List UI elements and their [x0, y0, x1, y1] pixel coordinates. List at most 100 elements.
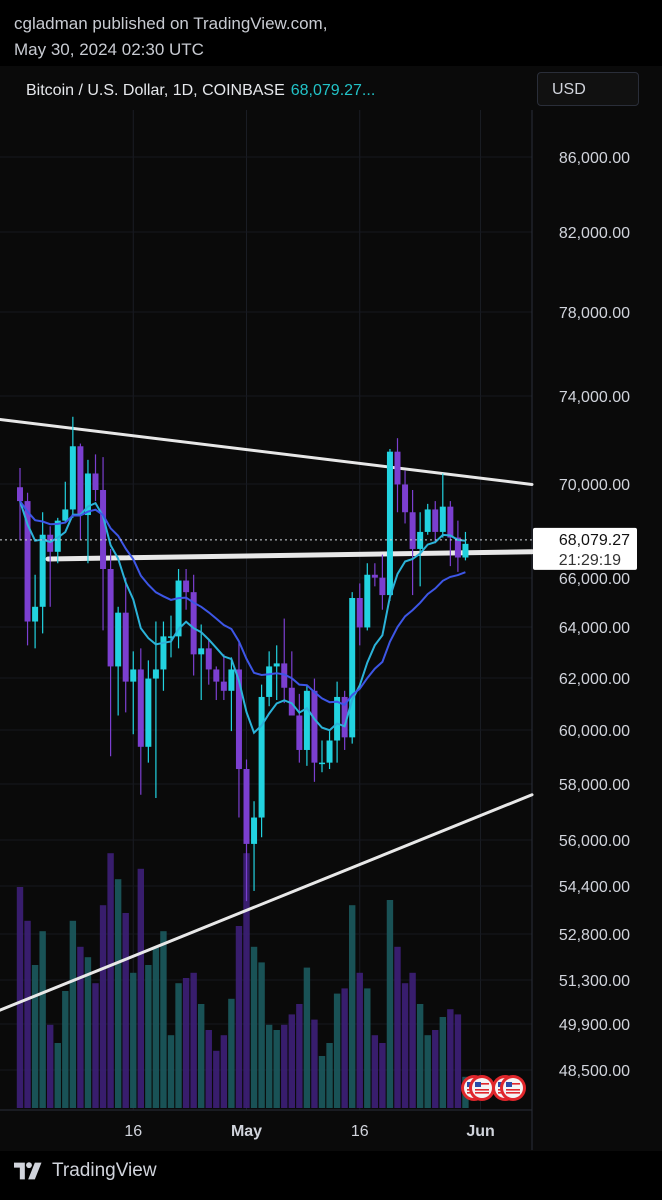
candle	[258, 684, 265, 838]
candle-body	[447, 506, 454, 538]
candle-body	[432, 509, 439, 532]
candle	[386, 448, 393, 601]
candle-body	[402, 484, 409, 513]
candle	[198, 624, 205, 701]
bar-countdown: 21:29:19	[559, 552, 621, 569]
candle	[39, 512, 46, 634]
volume-bar	[39, 931, 46, 1108]
candle	[100, 457, 107, 631]
candle	[183, 568, 190, 610]
volume-bar	[432, 1030, 439, 1108]
candles	[17, 416, 469, 902]
volume-bar	[258, 962, 265, 1108]
candle	[251, 801, 258, 891]
candle-body	[379, 577, 386, 596]
candle	[137, 648, 144, 795]
candle-body	[424, 509, 431, 532]
trendline-lower	[0, 793, 534, 1012]
candle-body	[258, 696, 265, 818]
candle	[235, 642, 242, 818]
currency-button[interactable]: USD	[537, 72, 639, 106]
candle	[364, 563, 371, 631]
candle	[160, 621, 167, 691]
candle-body	[213, 669, 220, 682]
candle-body	[303, 690, 310, 750]
candle-body	[77, 446, 84, 516]
volume-bar	[356, 972, 363, 1108]
candle	[379, 554, 386, 610]
volume-bar	[62, 991, 69, 1108]
candle-body	[273, 663, 280, 667]
candle-body	[326, 740, 333, 763]
candle-body	[439, 506, 446, 532]
candle	[326, 731, 333, 770]
candle	[69, 416, 76, 518]
candle	[311, 678, 318, 782]
candlestick-chart[interactable]: 86,000.00 82,000.00 78,000.00 74,000.00 70,0…	[0, 110, 662, 1150]
publish-date: May 30, 2024 02:30 UTC	[14, 40, 204, 59]
candle-body	[130, 669, 137, 682]
candle-body	[92, 473, 99, 490]
ema-fast-line	[19, 500, 466, 735]
volume-bar	[213, 1050, 220, 1108]
volume-bar	[303, 967, 311, 1108]
candle-body	[145, 678, 152, 747]
last-price-value: 68,079.27	[559, 532, 630, 549]
candle-body	[84, 473, 91, 516]
candle-body	[100, 490, 107, 569]
candle-body	[356, 598, 363, 628]
tradingview-logo-icon	[14, 1162, 42, 1180]
volume-bar	[364, 988, 371, 1108]
symbol-price: 68,079.27...	[290, 82, 376, 99]
candle-body	[32, 606, 39, 622]
volume-bar	[386, 900, 394, 1108]
volume-bar	[130, 972, 137, 1108]
candle	[115, 606, 122, 716]
volume-bar	[281, 1024, 288, 1108]
volume-bar	[137, 868, 144, 1108]
candle	[175, 568, 182, 649]
us-flag-event-icon	[500, 1075, 526, 1101]
candle	[145, 660, 152, 763]
volume-bar	[160, 931, 167, 1108]
candle-body	[454, 537, 461, 558]
volume-bar	[182, 978, 190, 1108]
candle-body	[371, 574, 378, 578]
candle-body	[235, 669, 242, 770]
candle	[24, 492, 31, 646]
volume-bar	[77, 946, 84, 1108]
candle-body	[251, 817, 258, 844]
us-flag-event-icon	[469, 1075, 495, 1101]
candle-body	[107, 568, 114, 667]
volume-bar	[454, 1014, 462, 1108]
time-tick-label: May	[231, 1123, 262, 1140]
volume-bar	[288, 1014, 295, 1108]
candle	[462, 531, 469, 561]
time-tick-label: 16	[124, 1123, 142, 1140]
volume-bar	[92, 983, 99, 1108]
volume-bar	[416, 1004, 424, 1108]
candle	[32, 574, 39, 649]
candle	[47, 526, 54, 607]
candle	[54, 517, 61, 564]
candle-body	[198, 648, 205, 655]
candle	[122, 577, 129, 713]
volume-bar	[349, 905, 356, 1108]
candle	[92, 454, 99, 502]
volume-bar	[145, 965, 152, 1108]
candle-body	[266, 666, 273, 697]
ema-slow-line	[19, 500, 466, 707]
volume-bar	[371, 1035, 379, 1108]
candle-body	[394, 451, 401, 485]
candle-body	[220, 681, 227, 691]
volume-bar	[99, 905, 107, 1108]
volume-bar	[152, 946, 160, 1108]
volume-bar	[16, 887, 24, 1108]
volume-bar	[69, 920, 77, 1108]
candle-body	[296, 715, 303, 750]
volume-bar	[220, 1035, 228, 1108]
candle-body	[137, 669, 144, 747]
candle-body	[462, 543, 469, 558]
volume-bar	[296, 1004, 303, 1108]
candle-body	[54, 520, 61, 552]
